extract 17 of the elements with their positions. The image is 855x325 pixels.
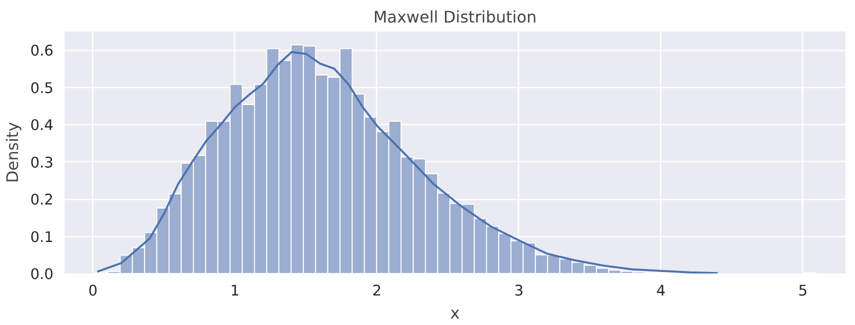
x-tick-label: 2	[372, 282, 382, 300]
x-tick-label: 0	[88, 282, 98, 300]
x-axis-title: x	[450, 304, 460, 322]
x-tick-label: 4	[656, 282, 666, 300]
line-series	[96, 50, 719, 274]
y-axis-title: Density	[3, 122, 22, 183]
y-tick-label: 0.0	[30, 266, 54, 283]
chart-title: Maxwell Distribution	[373, 8, 537, 26]
y-tick-label: 0.2	[30, 192, 54, 209]
x-tick-label: 3	[514, 282, 524, 300]
x-tick-label: 5	[798, 282, 808, 300]
y-tick-label: 0.4	[30, 117, 54, 134]
y-tick-label: 0.3	[30, 154, 54, 172]
y-tick-label: 0.1	[30, 228, 54, 246]
y-tick-label: 0.5	[30, 80, 54, 97]
y-tick-label: 0.6	[30, 42, 54, 60]
x-tick-label: 1	[230, 282, 240, 300]
